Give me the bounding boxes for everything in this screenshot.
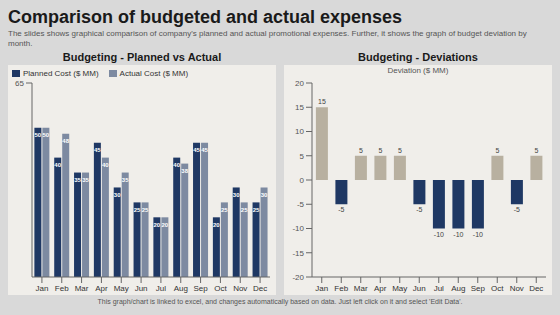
svg-text:40: 40 bbox=[54, 162, 61, 168]
svg-text:Feb: Feb bbox=[334, 284, 348, 293]
svg-text:-10: -10 bbox=[453, 231, 463, 238]
svg-text:Mar: Mar bbox=[75, 284, 89, 293]
svg-text:-5: -5 bbox=[514, 206, 520, 213]
html-text:Budgeting - Deviations: Budgeting - Deviations bbox=[358, 51, 478, 63]
svg-text:35: 35 bbox=[74, 177, 81, 183]
svg-text:Dec: Dec bbox=[529, 284, 543, 293]
svg-text:Aug: Aug bbox=[451, 284, 465, 293]
svg-text:40: 40 bbox=[102, 162, 109, 168]
svg-text:5: 5 bbox=[359, 147, 363, 154]
svg-text:25: 25 bbox=[134, 207, 141, 213]
svg-text:Sep: Sep bbox=[193, 284, 208, 293]
svg-text:25: 25 bbox=[253, 207, 260, 213]
html-text:Planned Cost ($ MM): Planned Cost ($ MM) bbox=[23, 69, 99, 78]
svg-text:10: 10 bbox=[295, 127, 304, 136]
svg-text:5: 5 bbox=[495, 147, 499, 154]
svg-text:50: 50 bbox=[35, 132, 42, 138]
svg-text:Jun: Jun bbox=[135, 284, 148, 293]
svg-text:-5: -5 bbox=[338, 206, 344, 213]
svg-text:20: 20 bbox=[213, 222, 220, 228]
html-text:Actual Cost ($ MM): Actual Cost ($ MM) bbox=[119, 69, 189, 78]
svg-text:15: 15 bbox=[295, 103, 304, 112]
svg-text:35: 35 bbox=[122, 177, 129, 183]
svg-text:45: 45 bbox=[94, 147, 101, 153]
svg-text:-5: -5 bbox=[297, 200, 305, 209]
svg-text:15: 15 bbox=[318, 98, 326, 105]
html-text:Budgeting - Planned vs Actual: Budgeting - Planned vs Actual bbox=[62, 51, 222, 63]
svg-text:-10: -10 bbox=[434, 231, 444, 238]
svg-text:Nov: Nov bbox=[233, 284, 247, 293]
svg-text:Oct: Oct bbox=[491, 284, 504, 293]
svg-text:5: 5 bbox=[300, 152, 305, 161]
svg-text:Apr: Apr bbox=[95, 284, 108, 293]
svg-text:45: 45 bbox=[193, 147, 200, 153]
svg-text:5: 5 bbox=[378, 147, 382, 154]
svg-text:45: 45 bbox=[201, 147, 208, 153]
svg-text:30: 30 bbox=[114, 192, 121, 198]
svg-text:Oct: Oct bbox=[214, 284, 227, 293]
svg-text:Dec: Dec bbox=[253, 284, 267, 293]
svg-text:20: 20 bbox=[154, 222, 161, 228]
svg-text:38: 38 bbox=[181, 168, 188, 174]
svg-text:30: 30 bbox=[233, 192, 240, 198]
html-text:Deviation ($ MM): Deviation ($ MM) bbox=[387, 66, 449, 75]
svg-text:48: 48 bbox=[62, 138, 69, 144]
svg-text:-10: -10 bbox=[292, 224, 304, 233]
svg-text:Feb: Feb bbox=[55, 284, 69, 293]
svg-text:Sep: Sep bbox=[471, 284, 486, 293]
html-text:Comparison of budgeted and act: Comparison of budgeted and actual expens… bbox=[8, 7, 403, 27]
svg-text:May: May bbox=[392, 284, 407, 293]
svg-text:-15: -15 bbox=[292, 249, 304, 258]
svg-text:25: 25 bbox=[241, 207, 248, 213]
svg-text:25: 25 bbox=[142, 207, 149, 213]
svg-text:Jul: Jul bbox=[156, 284, 166, 293]
svg-text:May: May bbox=[114, 284, 129, 293]
svg-text:Aug: Aug bbox=[174, 284, 188, 293]
svg-text:0: 0 bbox=[300, 176, 305, 185]
html-text:This graph/chart is linked to: This graph/chart is linked to excel, and… bbox=[97, 298, 463, 305]
svg-text:Jan: Jan bbox=[35, 284, 48, 293]
svg-text:25: 25 bbox=[221, 207, 228, 213]
svg-text:Nov: Nov bbox=[510, 284, 524, 293]
svg-text:-20: -20 bbox=[292, 273, 304, 282]
svg-text:65: 65 bbox=[15, 79, 24, 88]
svg-text:5: 5 bbox=[534, 147, 538, 154]
svg-text:50: 50 bbox=[43, 132, 50, 138]
svg-text:20: 20 bbox=[162, 222, 169, 228]
html-text:The slides shows graphical com: The slides shows graphical comparison of… bbox=[8, 29, 527, 48]
svg-text:-5: -5 bbox=[416, 206, 422, 213]
svg-text:35: 35 bbox=[82, 177, 89, 183]
svg-text:Apr: Apr bbox=[374, 284, 387, 293]
svg-text:5: 5 bbox=[398, 147, 402, 154]
svg-text:-10: -10 bbox=[473, 231, 483, 238]
svg-text:30: 30 bbox=[261, 192, 268, 198]
svg-text:Jul: Jul bbox=[434, 284, 444, 293]
svg-text:40: 40 bbox=[173, 162, 180, 168]
svg-text:Jun: Jun bbox=[413, 284, 426, 293]
svg-text:Jan: Jan bbox=[315, 284, 328, 293]
svg-text:20: 20 bbox=[295, 79, 304, 88]
svg-text:Mar: Mar bbox=[354, 284, 368, 293]
